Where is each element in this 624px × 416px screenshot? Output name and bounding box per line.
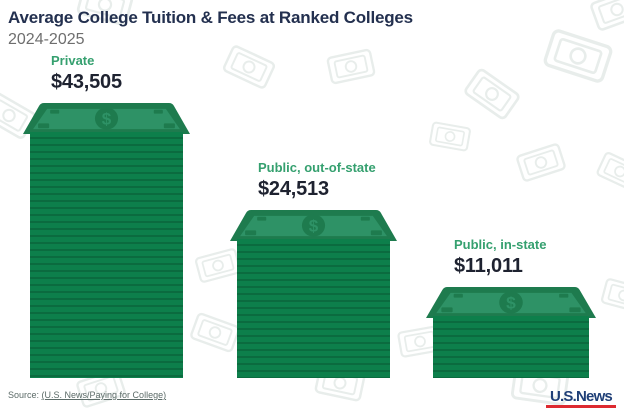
usnews-logo-text: U.S.News [550, 388, 613, 405]
money-bill-top-icon: $ [426, 287, 596, 318]
money-bill-watermark-icon [462, 66, 523, 122]
value-label: $11,011 [454, 255, 523, 277]
bar-label-block: Private $43,505 [51, 53, 122, 94]
bar-private: Private $43,505 $ [23, 41, 190, 378]
money-bill-watermark-icon [599, 277, 624, 314]
chart-title: Average College Tuition & Fees at Ranked… [8, 8, 413, 27]
money-bill-top-icon: $ [230, 210, 397, 241]
money-bill-watermark-icon [541, 27, 614, 85]
usnews-logo: U.S.News [546, 389, 616, 408]
money-stack-bar [30, 132, 183, 378]
money-bill-watermark-icon [588, 0, 624, 33]
category-label: Public, out-of-state [258, 160, 376, 175]
money-bill-watermark-icon [193, 247, 242, 284]
money-bill-watermark-icon [515, 142, 568, 184]
value-label: $24,513 [258, 178, 329, 200]
money-bill-watermark-icon [594, 150, 624, 193]
money-bill-watermark-icon [221, 43, 277, 90]
category-label: Public, in-state [454, 237, 547, 252]
bar-label-block: Public, in-state $11,011 [454, 237, 546, 278]
value-label: $43,505 [51, 71, 122, 93]
bar-label-block: Public, out-of-state $24,513 [258, 160, 376, 201]
chart-subtitle: 2024-2025 [8, 31, 85, 48]
svg-text:$: $ [506, 294, 516, 312]
bar-public-out-of-state: Public, out-of-state $24,513 $ [230, 148, 397, 378]
dollar-sign-icon: $ [499, 291, 523, 314]
usnews-logo-bar [546, 405, 616, 408]
money-bill-watermark-icon [428, 121, 472, 153]
money-bill-watermark-icon [188, 311, 241, 354]
source-link[interactable]: (U.S. News/Paying for College) [41, 390, 167, 400]
category-label: Private [51, 53, 95, 68]
source-attribution: Source: (U.S. News/Paying for College) [8, 390, 166, 400]
money-bill-watermark-icon [325, 48, 376, 86]
money-bill-top-icon: $ [23, 103, 190, 134]
svg-text:$: $ [309, 217, 319, 236]
bar-public-in-state: Public, in-state $11,011 $ [426, 225, 596, 378]
svg-text:$: $ [102, 110, 112, 129]
money-stack-bar [237, 239, 390, 378]
dollar-sign-icon: $ [94, 107, 119, 130]
source-prefix: Source: [8, 390, 42, 400]
dollar-sign-icon: $ [301, 214, 326, 237]
money-stack-bar [433, 316, 589, 378]
